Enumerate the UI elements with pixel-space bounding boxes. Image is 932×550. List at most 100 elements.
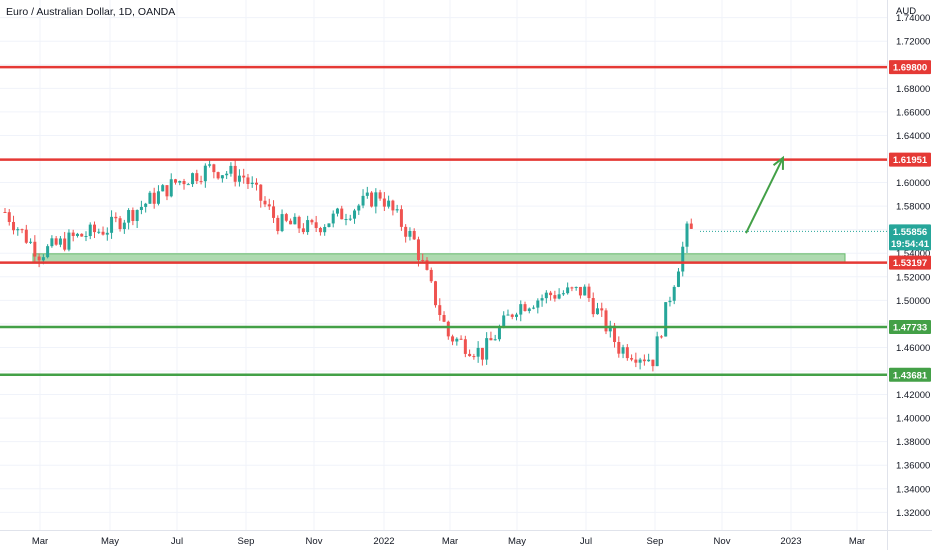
candle-body xyxy=(438,305,442,315)
candle-body xyxy=(613,325,617,342)
time-axis[interactable]: Mar May Jul Sep Nov 2022 Mar May Jul Sep Nov 2023 Ma… xyxy=(32,536,865,547)
candle-body xyxy=(625,347,629,359)
candle-body xyxy=(532,307,536,309)
candle-body xyxy=(93,224,97,233)
x-tick-label: Sep xyxy=(647,536,664,547)
candle-body xyxy=(600,308,604,311)
candle-body xyxy=(540,298,544,301)
candle-body xyxy=(233,165,237,182)
arrow-layer xyxy=(745,155,785,234)
candle-body xyxy=(272,206,276,218)
candle-body xyxy=(395,209,399,211)
candle-body xyxy=(174,179,177,183)
candle-body xyxy=(169,179,173,197)
candle-body xyxy=(46,246,50,258)
candle-body xyxy=(199,181,203,183)
candle-body xyxy=(391,200,395,211)
candle-body xyxy=(212,164,216,173)
x-tick-label: Jul xyxy=(580,536,592,547)
y-tick-label: 1.58000 xyxy=(896,202,930,213)
candle-body xyxy=(314,222,318,228)
candle-body xyxy=(16,229,20,231)
candle-body xyxy=(557,294,561,299)
candle-body xyxy=(208,164,212,166)
candle-body xyxy=(12,221,16,231)
candle-body xyxy=(425,260,429,270)
candle-body xyxy=(289,220,293,225)
candle-body xyxy=(29,241,33,243)
candle-body xyxy=(344,219,348,221)
candle-body xyxy=(463,339,467,354)
projection-arrow-head xyxy=(772,155,785,170)
candle-body xyxy=(472,356,476,358)
candle-body xyxy=(186,184,190,186)
candle-body xyxy=(446,321,450,337)
candle-body xyxy=(67,232,71,250)
candle-body xyxy=(634,359,638,363)
candle-body xyxy=(455,338,459,342)
x-tick-label: May xyxy=(101,536,119,547)
candle-body xyxy=(148,192,152,204)
candle-body xyxy=(549,292,553,296)
candle-body xyxy=(37,256,41,261)
candle-body xyxy=(80,233,84,237)
candle-body xyxy=(527,308,531,312)
y-tick-label: 1.36000 xyxy=(896,461,930,472)
candle-body xyxy=(237,175,241,182)
level-badge-label: 1.53197 xyxy=(893,258,927,269)
candle-body xyxy=(497,327,501,340)
x-tick-label: Mar xyxy=(32,536,48,547)
x-tick-label: 2023 xyxy=(780,536,801,547)
candle-body xyxy=(3,212,7,213)
candle-body xyxy=(203,165,207,182)
candle-body xyxy=(404,226,408,237)
currency-label: AUD xyxy=(896,6,916,17)
candle-body xyxy=(604,310,608,332)
candle-body xyxy=(574,286,578,288)
candle-body xyxy=(97,231,101,233)
candle-body xyxy=(242,175,246,178)
y-tick-label: 1.54000 xyxy=(896,249,930,260)
y-tick-label: 1.34000 xyxy=(896,484,930,495)
candle-body xyxy=(327,223,331,228)
last-price-value: 1.55856 xyxy=(893,227,927,238)
candle-body xyxy=(642,359,646,362)
candle-body xyxy=(276,217,280,232)
y-tick-label: 1.32000 xyxy=(896,508,930,519)
candle-body xyxy=(335,208,339,214)
candle-body xyxy=(114,216,118,219)
projection-arrow xyxy=(745,157,784,234)
candle-body xyxy=(101,231,105,235)
candle-body xyxy=(442,314,446,322)
candle-body xyxy=(595,308,599,315)
candle-body xyxy=(468,353,472,357)
candle-body xyxy=(41,257,45,261)
candle-body xyxy=(259,184,263,201)
candle-body xyxy=(220,175,224,179)
candle-body xyxy=(638,359,642,363)
candle-body xyxy=(676,271,680,287)
candle-layer xyxy=(3,159,693,372)
y-tick-label: 1.40000 xyxy=(896,414,930,425)
candle-body xyxy=(310,220,314,223)
grid xyxy=(0,0,887,530)
last-price-badge xyxy=(889,224,931,251)
candle-body xyxy=(135,210,139,221)
candle-body xyxy=(301,228,305,233)
candle-body xyxy=(544,292,548,299)
level-badge-label: 1.47733 xyxy=(893,323,927,334)
candle-body xyxy=(331,213,335,224)
candle-body xyxy=(570,287,574,289)
candle-body xyxy=(297,216,301,229)
candle-body xyxy=(365,192,369,196)
candle-body xyxy=(58,238,62,245)
candle-body xyxy=(152,192,156,204)
candle-body xyxy=(357,205,361,211)
candle-body xyxy=(608,325,612,332)
candle-body xyxy=(306,220,310,233)
candle-body xyxy=(122,222,126,230)
y-tick-label: 1.66000 xyxy=(896,107,930,118)
candle-body xyxy=(591,298,595,315)
